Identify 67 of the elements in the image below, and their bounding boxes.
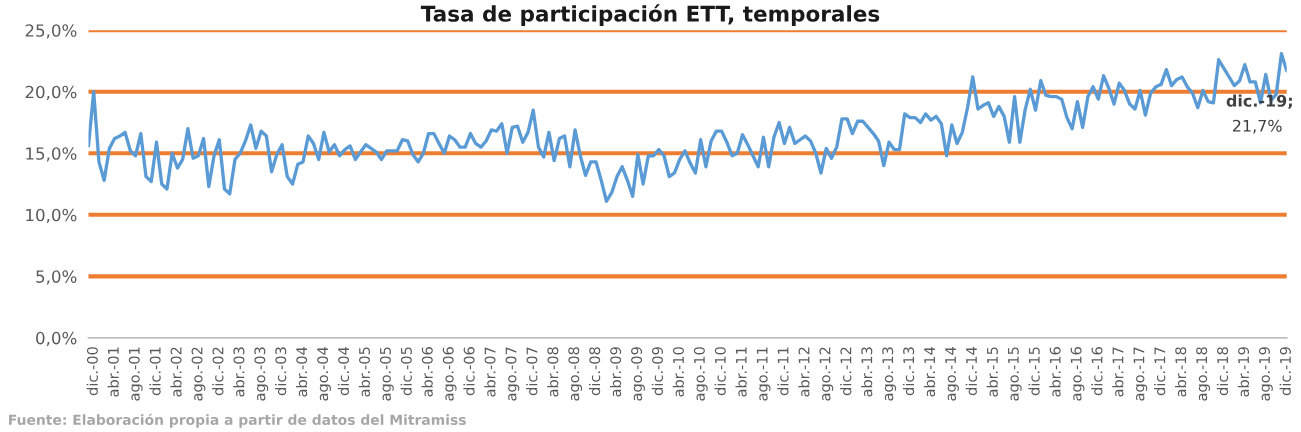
x-tick-label: ago.-14 (945, 346, 959, 401)
x-tick-label: ago.-02 (191, 347, 206, 401)
y-tick-label: 20,0% (25, 85, 77, 101)
x-tick-label: dic.-15 (1028, 347, 1040, 396)
x-tick-label: dic.-07 (526, 347, 538, 396)
x-tick-label: dic.-16 (1091, 347, 1103, 396)
x-tick-label: ago.-15 (1008, 347, 1022, 401)
x-tick-label: dic.-09 (651, 347, 664, 396)
x-tick-label: ago.-18 (1196, 347, 1211, 401)
x-tick-label: abr.-14 (923, 346, 936, 397)
x-tick-label: dic.-01 (149, 347, 161, 396)
y-tick-label: 0,0% (36, 331, 77, 347)
x-tick-label: abr.-01 (107, 347, 119, 397)
x-tick-label: abr.-06 (421, 347, 433, 397)
x-tick-label: abr.-13 (861, 347, 873, 397)
chart-title: Tasa de participación ETT, temporales (420, 4, 880, 27)
x-tick-label: abr.-03 (233, 347, 245, 397)
x-tick-label: abr.-16 (1049, 347, 1061, 397)
x-tick-label: ago.-06 (442, 347, 457, 401)
x-tick-label: dic.-04 (337, 346, 350, 396)
x-tick-label: abr.-10 (672, 347, 684, 397)
x-tick-label: dic.-00 (86, 347, 98, 396)
x-tick-label: abr.-05 (358, 347, 371, 397)
x-tick-label: abr.-18 (1174, 347, 1187, 397)
x-tick-label: ago.-03 (254, 347, 269, 401)
x-tick-label: dic.-14 (965, 346, 977, 396)
x-tick-label: dic.-19 (1279, 347, 1291, 396)
x-tick-label: dic.-11 (777, 347, 789, 396)
x-tick-label: dic.-08 (588, 347, 601, 396)
x-tick-label: abr.-04 (295, 346, 308, 397)
x-tick-label: ago.-08 (568, 347, 583, 401)
x-tick-label: dic.-06 (463, 347, 475, 396)
x-tick-label: ago.-05 (379, 347, 394, 401)
x-tick-label: ago.-19 (1258, 347, 1273, 401)
y-tick-label: 25,0% (25, 24, 77, 39)
x-tick-label: abr.-15 (986, 347, 998, 397)
x-tick-label: ago.-01 (128, 347, 143, 401)
y-tick-label: 5,0% (36, 270, 77, 285)
x-tick-label: ago.-07 (505, 347, 520, 401)
x-tick-label: abr.-17 (1112, 347, 1124, 397)
x-tick-label: abr.-02 (170, 347, 182, 397)
y-tick-label: 10,0% (26, 208, 77, 224)
y-tick-label: 15,0% (26, 147, 77, 162)
x-tick-label: abr.-12 (798, 347, 810, 397)
x-tick-label: abr.-09 (609, 347, 622, 397)
x-tick-label: abr.-07 (484, 347, 496, 397)
x-tick-label: ago.-10 (693, 347, 708, 401)
x-tick-label: dic.-02 (212, 347, 224, 396)
x-tick-label: abr.-08 (547, 347, 559, 397)
x-tick-label: dic.-18 (1216, 347, 1229, 396)
data-label: dic.-19; 21,7% (1226, 94, 1292, 134)
x-tick-label: ago.-09 (631, 347, 645, 401)
source-note: Fuente: Elaboración propia a partir de datos del Mitramiss (9, 413, 466, 428)
x-tick-label: dic.-10 (714, 347, 726, 396)
x-tick-label: ago.-16 (1070, 347, 1085, 401)
x-tick-label: abr.-19 (1237, 347, 1250, 397)
x-tick-label: ago.-04 (317, 346, 331, 401)
x-tick-label: dic.-12 (840, 347, 852, 396)
x-tick-label: abr.-11 (735, 347, 747, 397)
x-tick-label: dic.-03 (275, 347, 287, 396)
x-tick-label: ago.-11 (756, 347, 771, 401)
x-tick-label: ago.-17 (1133, 347, 1148, 401)
x-tick-label: ago.-12 (819, 347, 834, 401)
x-tick-label: dic.-17 (1154, 347, 1166, 396)
x-tick-label: ago.-13 (882, 347, 897, 401)
x-tick-label: dic.-05 (400, 347, 412, 396)
x-tick-label: dic.-13 (902, 347, 915, 396)
